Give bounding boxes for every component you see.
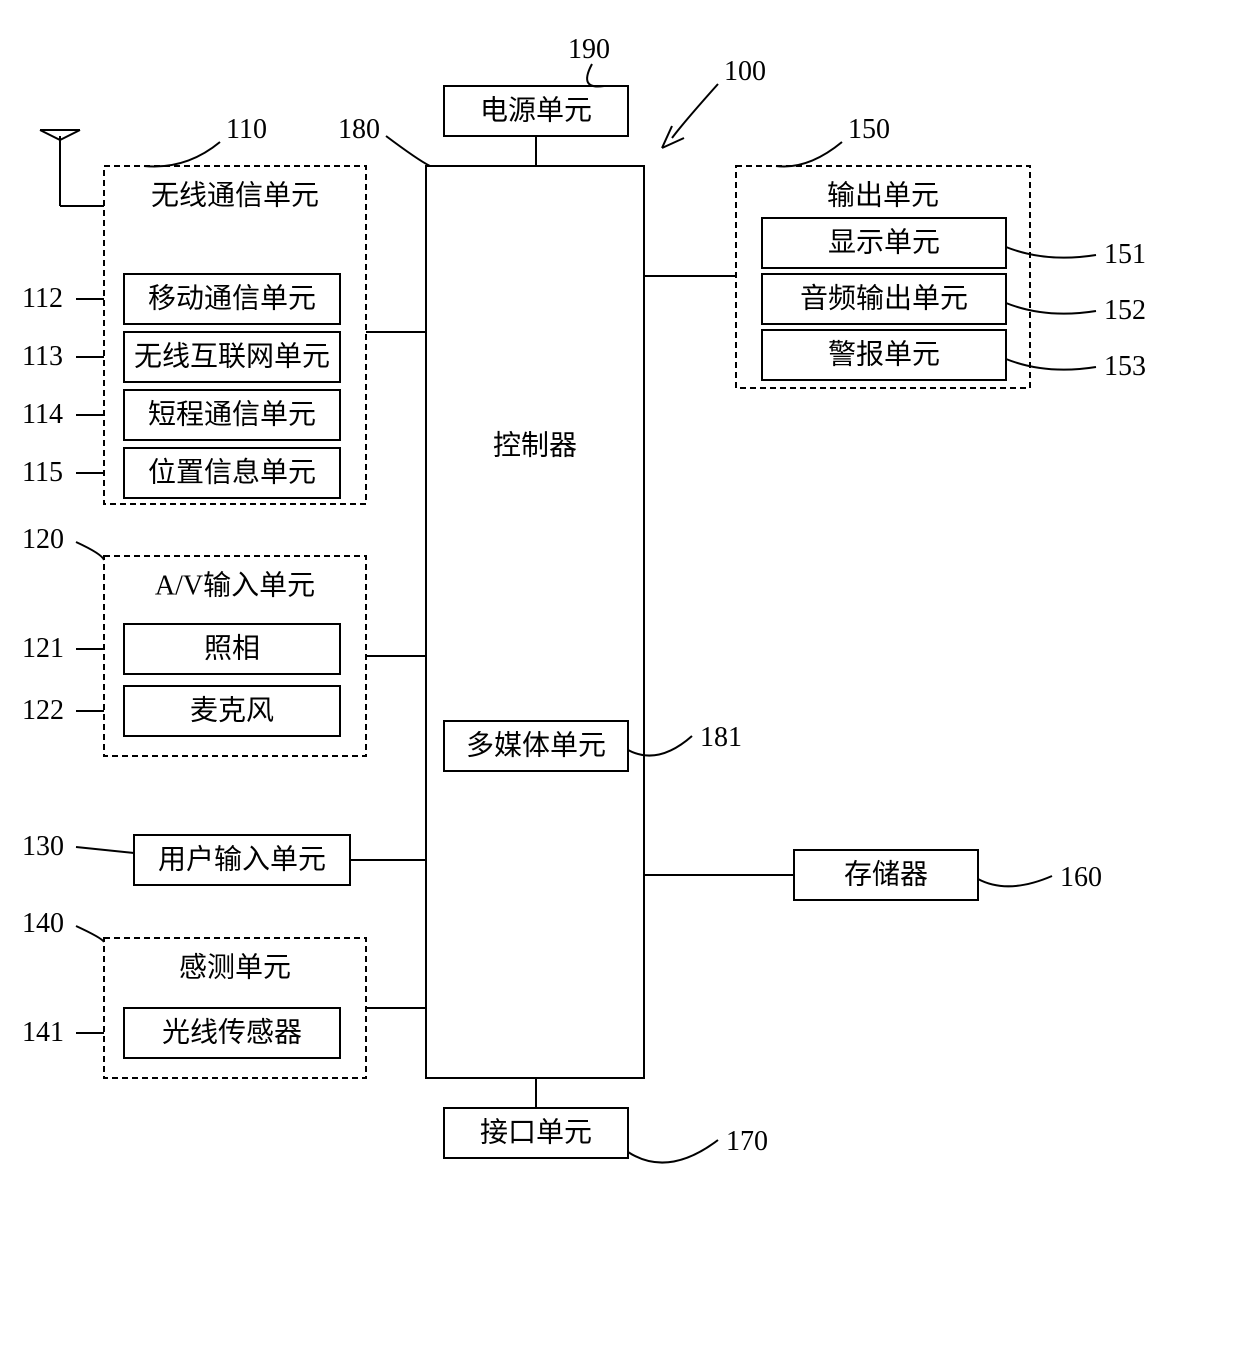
multimedia-ref: 181 bbox=[700, 722, 742, 753]
user-input-ref: 130 bbox=[22, 831, 64, 862]
ref-100: 100 bbox=[724, 56, 766, 87]
av-title: A/V输入单元 bbox=[155, 570, 315, 602]
wireless-item-2-label: 短程通信单元 bbox=[148, 399, 316, 431]
sensing-title: 感测单元 bbox=[179, 952, 291, 984]
av-item-1-label: 麦克风 bbox=[190, 695, 274, 727]
power-label: 电源单元 bbox=[480, 95, 592, 127]
controller-label: 控制器 bbox=[493, 430, 577, 462]
interface-label: 接口单元 bbox=[480, 1117, 592, 1149]
power-ref: 190 bbox=[568, 34, 610, 65]
controller-ref-180: 180 bbox=[338, 114, 380, 145]
interface-ref: 170 bbox=[726, 1126, 768, 1157]
wireless-item-0-label: 移动通信单元 bbox=[148, 283, 316, 315]
multimedia-label: 多媒体单元 bbox=[466, 730, 606, 762]
sensing-item-0-label: 光线传感器 bbox=[162, 1017, 302, 1049]
av-item-0-ref: 121 bbox=[22, 633, 64, 664]
av-ref: 120 bbox=[22, 524, 64, 555]
wireless-item-3-label: 位置信息单元 bbox=[148, 457, 316, 489]
wireless-item-1-ref: 113 bbox=[22, 341, 63, 372]
sensing-ref: 140 bbox=[22, 908, 64, 939]
output-item-2-label: 警报单元 bbox=[828, 339, 940, 371]
output-item-1-ref: 152 bbox=[1104, 295, 1146, 326]
output-ref: 150 bbox=[848, 114, 890, 145]
wireless-title: 无线通信单元 bbox=[151, 180, 319, 212]
output-item-2-ref: 153 bbox=[1104, 351, 1146, 382]
wireless-item-3-ref: 115 bbox=[22, 457, 63, 488]
sensing-item-0-ref: 141 bbox=[22, 1017, 64, 1048]
user-input-label: 用户输入单元 bbox=[158, 844, 326, 876]
wireless-item-2-ref: 114 bbox=[22, 399, 63, 430]
wireless-ref: 110 bbox=[226, 114, 267, 145]
output-title: 输出单元 bbox=[827, 180, 939, 212]
wireless-item-0-ref: 112 bbox=[22, 283, 63, 314]
memory-label: 存储器 bbox=[844, 859, 928, 891]
av-item-1-ref: 122 bbox=[22, 695, 64, 726]
wireless-item-1-label: 无线互联网单元 bbox=[134, 341, 330, 373]
output-item-0-label: 显示单元 bbox=[828, 227, 940, 259]
memory-ref: 160 bbox=[1060, 862, 1102, 893]
output-item-0-ref: 151 bbox=[1104, 239, 1146, 270]
output-item-1-label: 音频输出单元 bbox=[800, 283, 968, 315]
av-item-0-label: 照相 bbox=[204, 633, 260, 665]
